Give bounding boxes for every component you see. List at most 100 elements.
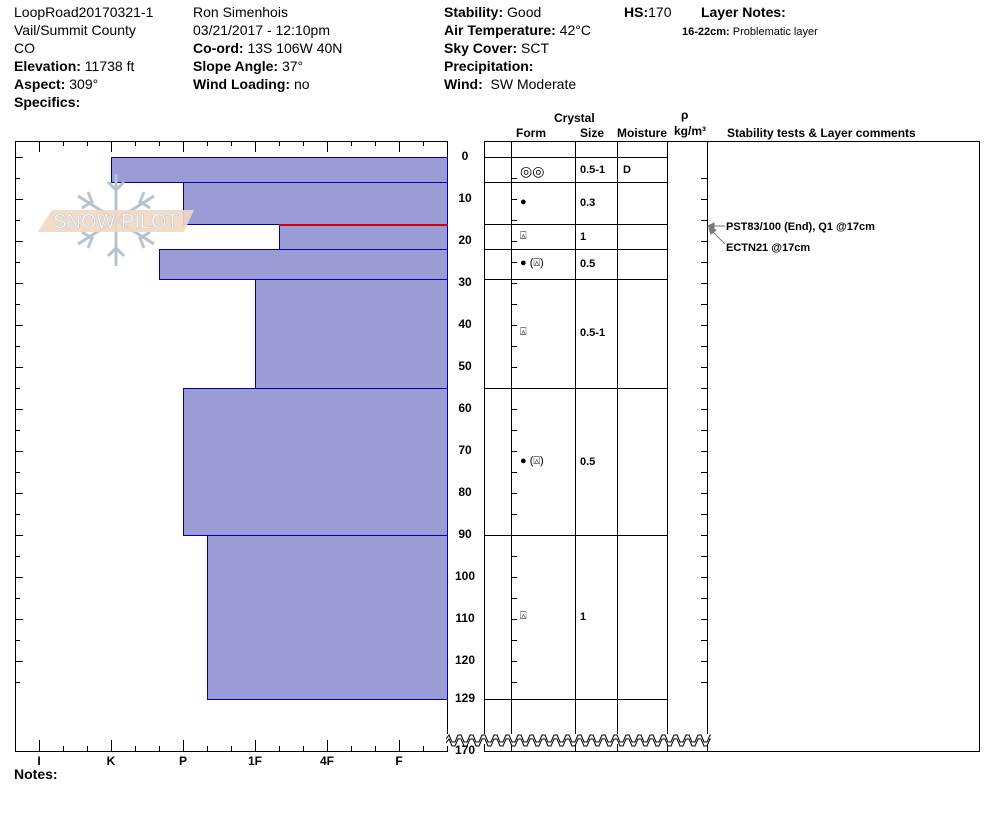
grain-size: 1	[580, 610, 587, 623]
form-tick	[511, 409, 517, 410]
precipitation-label: Precipitation:	[444, 58, 534, 74]
grain-size: 0.3	[580, 197, 596, 210]
form-tick	[511, 682, 517, 683]
density-tick	[701, 535, 707, 536]
table-column-line	[484, 141, 485, 751]
location: Vail/Summit County	[14, 22, 136, 38]
form-tick	[511, 199, 517, 200]
form-tick	[511, 346, 517, 347]
depth-label-90: 90	[458, 527, 472, 541]
hardness-tick	[279, 141, 280, 146]
density-tick	[701, 556, 707, 557]
grain-size: 0.5	[580, 455, 596, 468]
density-tick	[701, 199, 707, 200]
hardness-tick	[375, 746, 376, 751]
table-column-line	[575, 141, 576, 751]
grain-form-faceted-rounded-icon: ⍓	[520, 229, 527, 242]
layer-bar-2	[279, 224, 448, 251]
density-tick	[701, 430, 707, 431]
form-tick	[511, 598, 517, 599]
form-tick	[511, 241, 517, 242]
hardness-label-4F: 4F	[319, 754, 334, 768]
grain-size: 0.5	[580, 258, 596, 271]
snow-height: HS:170	[624, 4, 672, 20]
hardness-tick	[351, 141, 352, 146]
density-tick	[701, 220, 707, 221]
density-tick	[701, 661, 707, 662]
axis-break-icon	[446, 734, 711, 747]
depth-label-30: 30	[458, 275, 472, 289]
density-tick	[701, 472, 707, 473]
notes-label: Notes:	[14, 766, 58, 782]
hardness-tick	[327, 141, 328, 152]
layer-boundary-line	[484, 698, 667, 700]
stability-test-arrow-icon	[707, 222, 726, 245]
depth-tick	[15, 472, 20, 473]
depth-tick	[15, 388, 20, 389]
table-top-line	[484, 141, 980, 142]
density-tick	[701, 325, 707, 326]
density-tick	[701, 598, 707, 599]
depth-label-110: 110	[455, 611, 475, 625]
density-tick	[701, 409, 707, 410]
hardness-tick	[447, 141, 448, 146]
hardness-tick	[399, 740, 400, 751]
hardness-tick	[207, 746, 208, 751]
depth-tick	[15, 241, 23, 242]
air-temperature: Air Temperature: 42°C	[444, 22, 591, 38]
form-tick	[511, 661, 517, 662]
form-tick	[511, 220, 517, 221]
depth-tick	[15, 178, 20, 179]
hardness-tick	[231, 141, 232, 146]
form-tick	[511, 325, 517, 326]
density-tick	[701, 241, 707, 242]
aspect: Aspect: 309°	[14, 76, 99, 92]
form-tick	[511, 262, 517, 263]
depth-label-50: 50	[458, 359, 472, 373]
depth-tick	[15, 325, 23, 326]
form-tick	[511, 283, 517, 284]
depth-label-120: 120	[454, 653, 476, 667]
hardness-tick	[183, 740, 184, 751]
table-bottom-line	[484, 751, 707, 752]
depth-tick	[15, 661, 23, 662]
depth-tick	[15, 556, 20, 557]
grain-form-rounded-icon: ●	[520, 196, 527, 209]
snowpilot-logo: SNOW PILOT	[38, 172, 198, 268]
hardness-tick	[87, 746, 88, 751]
depth-tick	[15, 220, 20, 221]
hardness-label-I: I	[37, 754, 41, 768]
form-tick	[511, 472, 517, 473]
density-tick	[701, 388, 707, 389]
chart-left-axis	[15, 141, 16, 752]
hardness-tick	[159, 746, 160, 751]
depth-tick	[15, 283, 23, 284]
depth-tick	[15, 598, 20, 599]
hardness-label-K: K	[106, 754, 116, 768]
density-tick	[701, 262, 707, 263]
hardness-tick	[159, 141, 160, 146]
state: CO	[14, 40, 35, 56]
grain-size: 0.5-1	[580, 163, 606, 176]
depth-label-70: 70	[458, 443, 472, 457]
table-column-line	[617, 141, 618, 751]
hardness-tick	[255, 141, 256, 152]
layer-bar-4	[255, 278, 448, 389]
density-tick	[701, 577, 707, 578]
hardness-tick	[63, 746, 64, 751]
grain-form-faceted-rounded-icon: ⍓	[520, 609, 527, 622]
table-bottom-line	[707, 751, 980, 752]
form-tick	[511, 451, 517, 452]
density-tick	[701, 640, 707, 641]
density-tick	[701, 682, 707, 683]
hardness-tick	[39, 740, 40, 751]
hardness-tick	[231, 746, 232, 751]
depth-tick	[15, 304, 20, 305]
layer-bar-3	[159, 249, 448, 280]
hardness-tick	[351, 746, 352, 751]
svg-text:SNOW PILOT: SNOW PILOT	[53, 211, 179, 233]
wind-loading: Wind Loading: no	[193, 76, 310, 92]
density-tick	[701, 178, 707, 179]
density-tick	[701, 514, 707, 515]
hardness-tick	[399, 141, 400, 152]
